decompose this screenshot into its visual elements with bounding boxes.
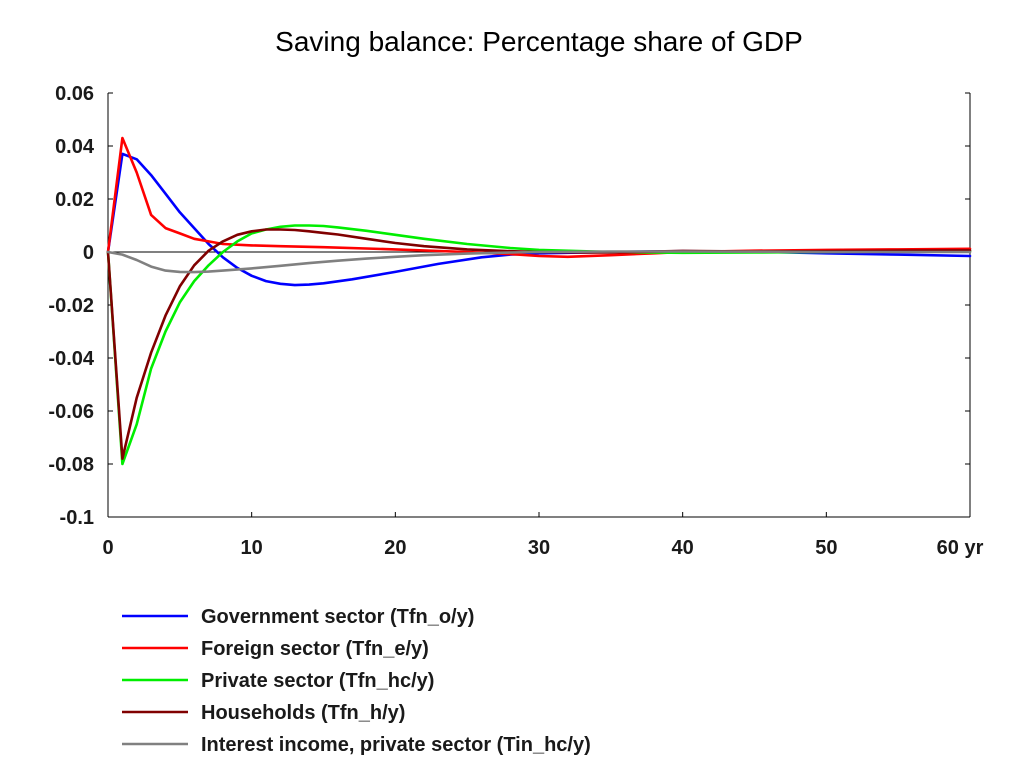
x-tick-label: 0 xyxy=(102,537,113,559)
legend: Government sector (Tfn_o/y) Foreign secto… xyxy=(122,606,591,756)
series-lines xyxy=(106,136,972,466)
x-tick-label: 50 xyxy=(815,537,837,559)
y-tick-label: 0.02 xyxy=(55,189,94,211)
x-axis-ticks: 0 10 20 30 40 50 60 yr xyxy=(102,512,984,559)
x-tick-label: 30 xyxy=(528,537,550,559)
legend-label-1: Government sector (Tfn_o/y) xyxy=(201,606,474,628)
x-tick-label: 20 xyxy=(384,537,406,559)
series-line-1 xyxy=(106,152,972,287)
legend-label-5: Interest income, private sector (Tin_hc/… xyxy=(201,734,591,756)
y-tick-label: 0 xyxy=(83,242,94,264)
series-line-4 xyxy=(106,228,972,461)
series-line-5 xyxy=(106,250,972,274)
y-tick-label: -0.04 xyxy=(48,348,94,370)
y-axis-ticks: 0.06 0.04 0.02 0 -0.02 -0.04 -0.06 -0.08 -0.1 xyxy=(48,83,970,529)
legend-label-3: Private sector (Tfn_hc/y) xyxy=(201,670,434,692)
legend-label-2: Foreign sector (Tfn_e/y) xyxy=(201,638,429,660)
series-line-2 xyxy=(106,136,972,259)
y-tick-label: -0.02 xyxy=(48,295,94,317)
y-tick-label: -0.08 xyxy=(48,454,94,476)
y-tick-label: -0.06 xyxy=(48,401,94,423)
legend-label-4: Households (Tfn_h/y) xyxy=(201,702,405,724)
chart-title: Saving balance: Percentage share of GDP xyxy=(275,26,803,57)
x-tick-label: 40 xyxy=(672,537,694,559)
y-tick-label: -0.1 xyxy=(60,507,94,529)
y-tick-label: 0.04 xyxy=(55,136,95,158)
x-tick-label: 10 xyxy=(241,537,263,559)
x-tick-label: 60 yr xyxy=(937,537,984,559)
plot-frame xyxy=(107,93,971,518)
y-tick-label: 0.06 xyxy=(55,83,94,105)
series-line-3 xyxy=(106,224,972,466)
